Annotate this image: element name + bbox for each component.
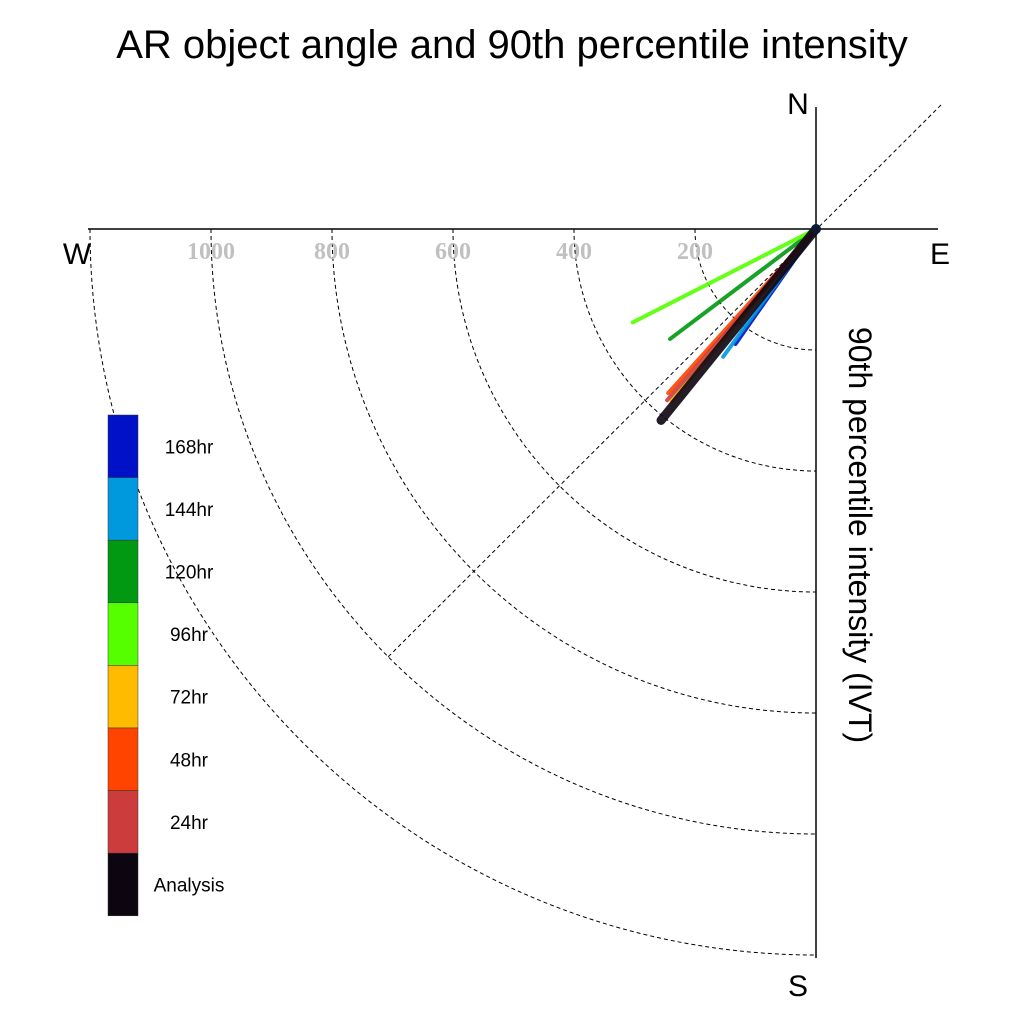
legend-swatch-analysis — [107, 852, 139, 917]
compass-axes — [88, 107, 938, 958]
radial-tick-label: 200 — [677, 239, 713, 265]
series-line-96hr — [630, 227, 818, 325]
legend-swatch-96hr — [107, 602, 139, 666]
grid-arc-outer — [89, 228, 817, 956]
legend-swatch-144hr — [107, 477, 139, 541]
radial-tick-label: 800 — [314, 239, 350, 265]
legend-label-96hr: 96hr — [170, 625, 209, 646]
diagonal-reference-line — [385, 104, 942, 660]
radial-grid: 200 400 600 800 1000 — [89, 104, 942, 956]
legend-label-168hr: 168hr — [165, 437, 214, 458]
compass-north-label: N — [787, 88, 809, 121]
compass-east-label: E — [930, 238, 950, 271]
legend-label-24hr: 24hr — [170, 813, 209, 834]
legend-swatch-120hr — [107, 539, 139, 604]
grid-arc-400 — [573, 228, 817, 472]
legend-swatch-24hr — [107, 790, 139, 854]
legend-label-72hr: 72hr — [170, 688, 209, 709]
legend-label-analysis: Analysis — [154, 876, 225, 897]
compass-south-label: S — [788, 970, 808, 1003]
legend-swatch-72hr — [107, 665, 139, 729]
radial-tick-label: 1000 — [187, 239, 235, 265]
legend: 168hr 144hr 120hr 96hr 72hr 48hr 24hr Analysis — [107, 414, 225, 917]
chart-title: AR object angle and 90th percentile inte… — [116, 23, 908, 67]
series-line-120hr — [668, 227, 818, 341]
grid-arc-600 — [452, 228, 817, 593]
y-axis-label: 90th percentile intensity (IVT) — [842, 327, 878, 743]
radial-tick-label: 600 — [435, 239, 471, 265]
series-lines — [630, 224, 821, 425]
legend-swatch-168hr — [107, 414, 139, 478]
legend-label-120hr: 120hr — [165, 563, 214, 584]
legend-label-48hr: 48hr — [170, 750, 209, 771]
compass-west-label: W — [63, 238, 92, 271]
legend-swatch-48hr — [107, 727, 139, 791]
origin-point — [811, 224, 821, 234]
series-line-analysis — [656, 224, 821, 425]
radial-tick-label: 400 — [556, 239, 592, 265]
legend-label-144hr: 144hr — [165, 500, 214, 521]
grid-arc-1000 — [210, 228, 817, 835]
